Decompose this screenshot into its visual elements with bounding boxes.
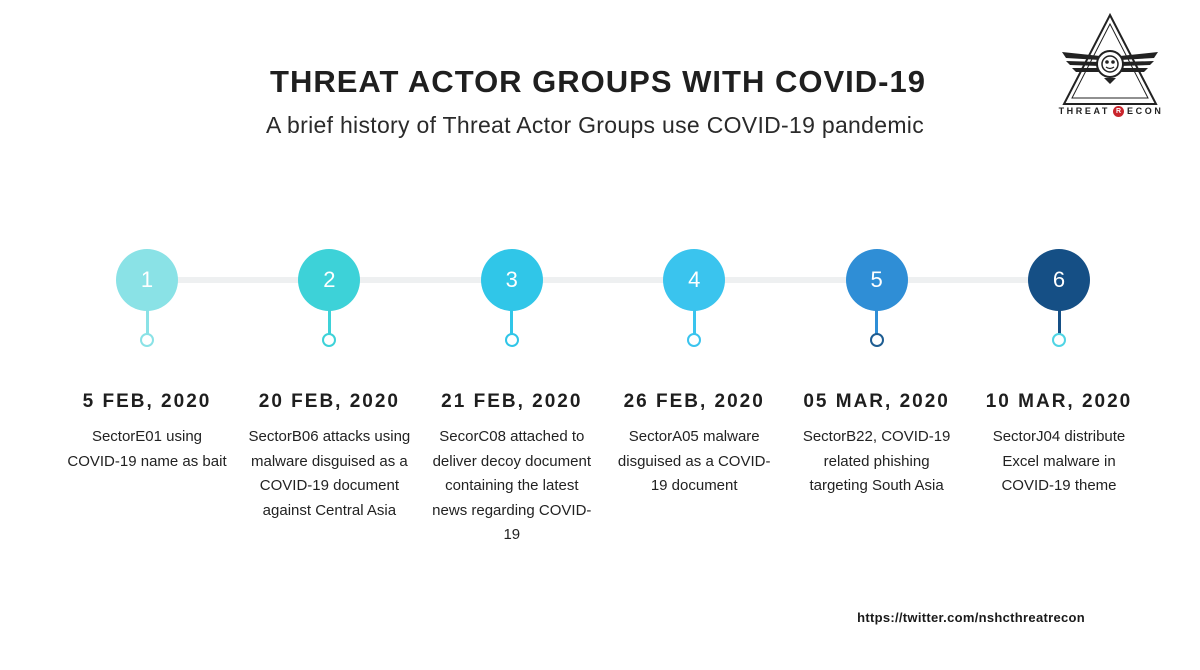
- step-date: 26 FEB, 2020: [623, 391, 765, 412]
- timeline-step: 3 21 FEB, 2020 SecorC08 attached to delive…: [421, 0, 603, 670]
- step-dot: [140, 333, 154, 347]
- timeline-step: 5 05 MAR, 2020 SectorB22, COVID-19 related…: [786, 0, 968, 670]
- step-connector: [510, 310, 514, 334]
- timeline-step: 1 5 FEB, 2020 SectorE01 using COVID-19 nam…: [56, 0, 238, 670]
- step-date: 05 MAR, 2020: [803, 391, 950, 412]
- page-subtitle: A brief history of Threat Actor Groups u…: [265, 112, 925, 138]
- step-number-circle: 6: [1028, 249, 1090, 311]
- timeline-step: 4 26 FEB, 2020 SectorA05 malware disguised…: [603, 0, 785, 670]
- timeline-step: 6 10 MAR, 2020 SectorJ04 distribute Excel …: [968, 0, 1150, 670]
- logo-badge: R: [1113, 106, 1125, 118]
- step-dot: [1052, 333, 1066, 347]
- step-description: SectorE01 using COVID-19 name as bait: [67, 428, 227, 470]
- step-dot: [322, 333, 337, 347]
- step-connector: [875, 310, 879, 334]
- step-number-circle: 5: [845, 249, 908, 311]
- threatrecon-logo: [1062, 12, 1158, 105]
- step-date: 20 FEB, 2020: [258, 391, 401, 412]
- step-date: 21 FEB, 2020: [441, 391, 583, 412]
- step-description: SectorB22, COVID-19 related phishing tar…: [802, 428, 951, 494]
- step-connector: [327, 310, 331, 334]
- step-date: 10 MAR, 2020: [985, 391, 1133, 412]
- step-dot: [869, 333, 884, 347]
- timeline-track: [146, 277, 1058, 283]
- twitter-link[interactable]: https://twitter.com/nshcthreatrecon: [857, 610, 1085, 625]
- step-number-circle: 1: [116, 249, 178, 311]
- page-title: THREAT ACTOR GROUPS WITH COVID-19: [270, 64, 926, 99]
- timeline-step: 2 20 FEB, 2020 SectorB06 attacks using mal…: [238, 0, 420, 670]
- step-description: SectorB06 attacks using malware disguise…: [248, 428, 411, 519]
- logo-wordmark: THREAT R ECON: [1058, 106, 1164, 118]
- step-number-circle: 3: [480, 249, 543, 311]
- step-dot: [687, 333, 702, 347]
- step-dot: [504, 333, 519, 347]
- step-date: 5 FEB, 2020: [82, 391, 212, 412]
- step-connector: [1057, 310, 1061, 334]
- step-description: SectorJ04 distribute Excel malware in CO…: [992, 428, 1126, 494]
- step-number-circle: 2: [298, 249, 361, 311]
- step-connector: [692, 310, 696, 334]
- step-number-circle: 4: [663, 249, 726, 311]
- step-connector: [145, 310, 149, 334]
- step-description: SecorC08 attached to deliver decoy docum…: [432, 428, 592, 543]
- step-description: SectorA05 malware disguised as a COVID-1…: [617, 428, 771, 494]
